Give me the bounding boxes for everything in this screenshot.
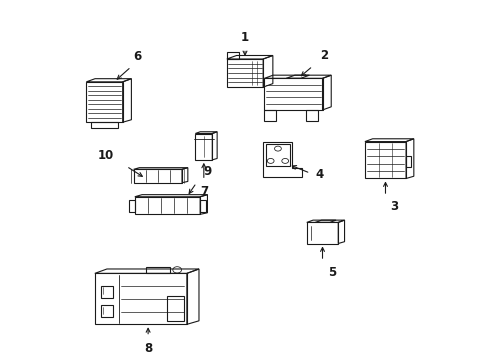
Text: 9: 9	[204, 166, 212, 179]
Text: 2: 2	[320, 49, 328, 62]
Text: 6: 6	[134, 50, 142, 63]
Text: 3: 3	[391, 200, 398, 213]
Text: 10: 10	[98, 149, 114, 162]
Text: 7: 7	[200, 185, 208, 198]
Text: 8: 8	[144, 342, 152, 355]
Text: 1: 1	[241, 31, 249, 44]
Text: 4: 4	[315, 168, 323, 181]
Text: 5: 5	[328, 266, 337, 279]
